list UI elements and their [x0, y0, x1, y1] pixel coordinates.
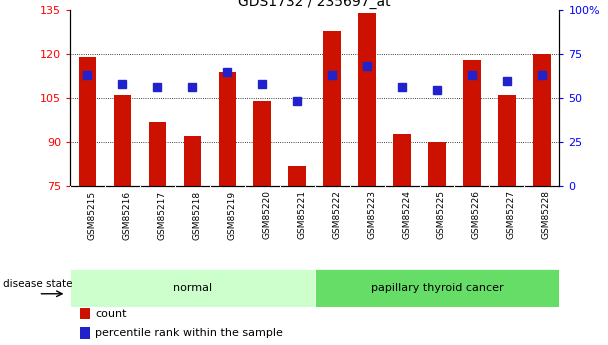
Bar [148, 122, 166, 186]
Bar [80, 327, 91, 339]
Text: GSM85215: GSM85215 [88, 190, 97, 239]
Bar [428, 142, 446, 186]
Text: disease state: disease state [4, 279, 73, 289]
Text: GSM85225: GSM85225 [437, 190, 446, 239]
Text: GSM85221: GSM85221 [297, 190, 306, 239]
Bar [498, 96, 516, 186]
Text: GSM85227: GSM85227 [507, 190, 516, 239]
Text: GSM85228: GSM85228 [542, 190, 551, 239]
Text: GSM85226: GSM85226 [472, 190, 481, 239]
Bar [78, 57, 96, 186]
Bar [70, 269, 315, 307]
Text: papillary thyroid cancer: papillary thyroid cancer [371, 283, 503, 293]
Text: GSM85222: GSM85222 [332, 190, 341, 239]
Bar [184, 136, 201, 186]
Bar [323, 31, 341, 186]
Bar [114, 96, 131, 186]
Bar [463, 60, 481, 186]
Bar [533, 54, 551, 186]
Text: GSM85224: GSM85224 [402, 190, 411, 239]
Title: GDS1732 / 235697_at: GDS1732 / 235697_at [238, 0, 391, 9]
Text: GSM85217: GSM85217 [157, 190, 167, 239]
Text: GSM85219: GSM85219 [227, 190, 237, 239]
Text: count: count [95, 308, 127, 318]
Bar [218, 72, 236, 186]
Text: percentile rank within the sample: percentile rank within the sample [95, 328, 283, 338]
Bar [393, 134, 411, 186]
Bar [358, 13, 376, 186]
Text: normal: normal [173, 283, 212, 293]
Text: GSM85220: GSM85220 [262, 190, 271, 239]
Text: GSM85223: GSM85223 [367, 190, 376, 239]
Text: GSM85218: GSM85218 [192, 190, 201, 239]
Bar [254, 101, 271, 186]
Bar [80, 308, 91, 319]
Bar [315, 269, 559, 307]
Text: GSM85216: GSM85216 [122, 190, 131, 239]
Bar [288, 166, 306, 186]
